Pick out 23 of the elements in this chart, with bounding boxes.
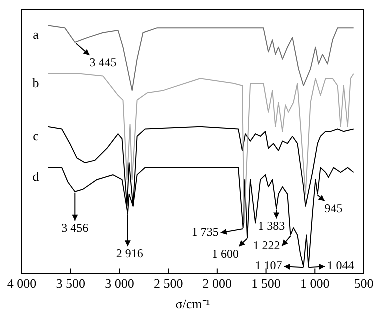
annotation: 1 383 <box>258 218 286 233</box>
series-label: d <box>32 169 40 184</box>
series-label: b <box>32 75 40 90</box>
x-tick-label: 500 <box>354 276 374 292</box>
x-tick-label: 4 000 <box>7 276 37 292</box>
annotation: 945 <box>324 201 343 216</box>
x-tick-label: 2 000 <box>202 276 232 292</box>
annotation: 3 456 <box>62 221 89 236</box>
x-tick-label: 2 500 <box>154 276 184 292</box>
annotation: 1 600 <box>212 246 240 261</box>
annotation: 3 445 <box>90 56 117 70</box>
annotation: 1 044 <box>327 258 354 273</box>
series-label: a <box>33 27 40 42</box>
x-tick-label: 1 000 <box>300 276 330 292</box>
x-tick-label: 3 500 <box>56 276 86 292</box>
annotation: 1 107 <box>255 258 282 273</box>
x-axis-title: σ/cm⁻¹ <box>176 296 210 312</box>
annotation: 1 222 <box>253 238 280 252</box>
x-tick-label: 1 500 <box>252 276 281 292</box>
annotation: 1 735 <box>192 225 219 240</box>
series-label: c <box>33 128 40 144</box>
x-tick-label: 3 000 <box>105 276 134 292</box>
annotation: 2 916 <box>116 246 144 261</box>
